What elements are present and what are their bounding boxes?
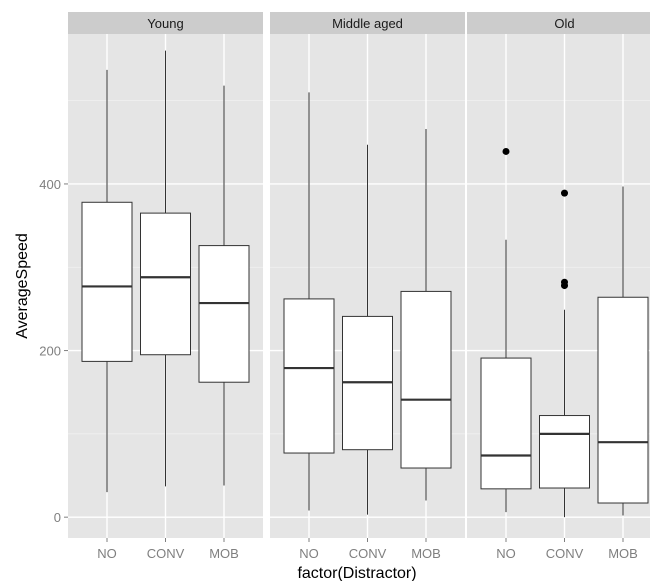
x-tick-label: CONV <box>147 546 185 561</box>
x-tick-label: MOB <box>608 546 638 561</box>
x-tick-label: CONV <box>349 546 387 561</box>
outlier-point <box>561 189 568 197</box>
y-axis-title: AverageSpeed <box>14 233 31 339</box>
panel-strip-label: Old <box>554 16 574 31</box>
box-no <box>283 92 335 511</box>
box-iqr <box>198 245 250 383</box>
x-tick-label: NO <box>299 546 319 561</box>
box-iqr <box>283 298 335 454</box>
box-conv <box>140 50 191 487</box>
y-tick-label: 400 <box>39 177 61 192</box>
x-tick-label: NO <box>496 546 516 561</box>
outlier-point <box>561 278 568 286</box>
x-axis: NO CONV MOB NO CONV MOB NO CONV MOB <box>97 538 638 561</box>
panel-middle-aged: Middle aged <box>270 12 465 538</box>
outlier-point <box>502 147 510 155</box>
panel-young: Young <box>68 12 263 538</box>
panel-strip-label: Young <box>147 16 183 31</box>
box-iqr <box>140 212 191 356</box>
box-conv <box>342 144 393 515</box>
box-conv <box>539 189 590 518</box>
x-axis-title: factor(Distractor) <box>297 565 416 581</box>
y-axis: 0 200 400 <box>39 177 68 525</box>
panel-old: Old <box>467 12 650 538</box>
x-tick-label: MOB <box>209 546 239 561</box>
box-no <box>480 147 532 513</box>
box-mob <box>597 186 649 516</box>
y-tick-label: 0 <box>54 510 61 525</box>
box-iqr <box>539 415 590 489</box>
panel-strip <box>270 12 465 34</box>
box-iqr <box>81 201 133 362</box>
panel-strip <box>68 12 263 34</box>
x-tick-label: MOB <box>411 546 441 561</box>
y-tick-label: 200 <box>39 344 61 359</box>
panel-strip <box>467 12 650 34</box>
box-iqr <box>480 357 532 490</box>
box-mob <box>198 85 250 486</box>
box-no <box>81 69 133 493</box>
box-iqr <box>400 290 452 469</box>
panel-strip-label: Middle aged <box>332 16 403 31</box>
box-mob <box>400 128 452 501</box>
x-tick-label: NO <box>97 546 117 561</box>
box-iqr <box>597 296 649 504</box>
panels-layer: Young Middle aged Old <box>68 12 650 538</box>
x-tick-label: CONV <box>546 546 584 561</box>
